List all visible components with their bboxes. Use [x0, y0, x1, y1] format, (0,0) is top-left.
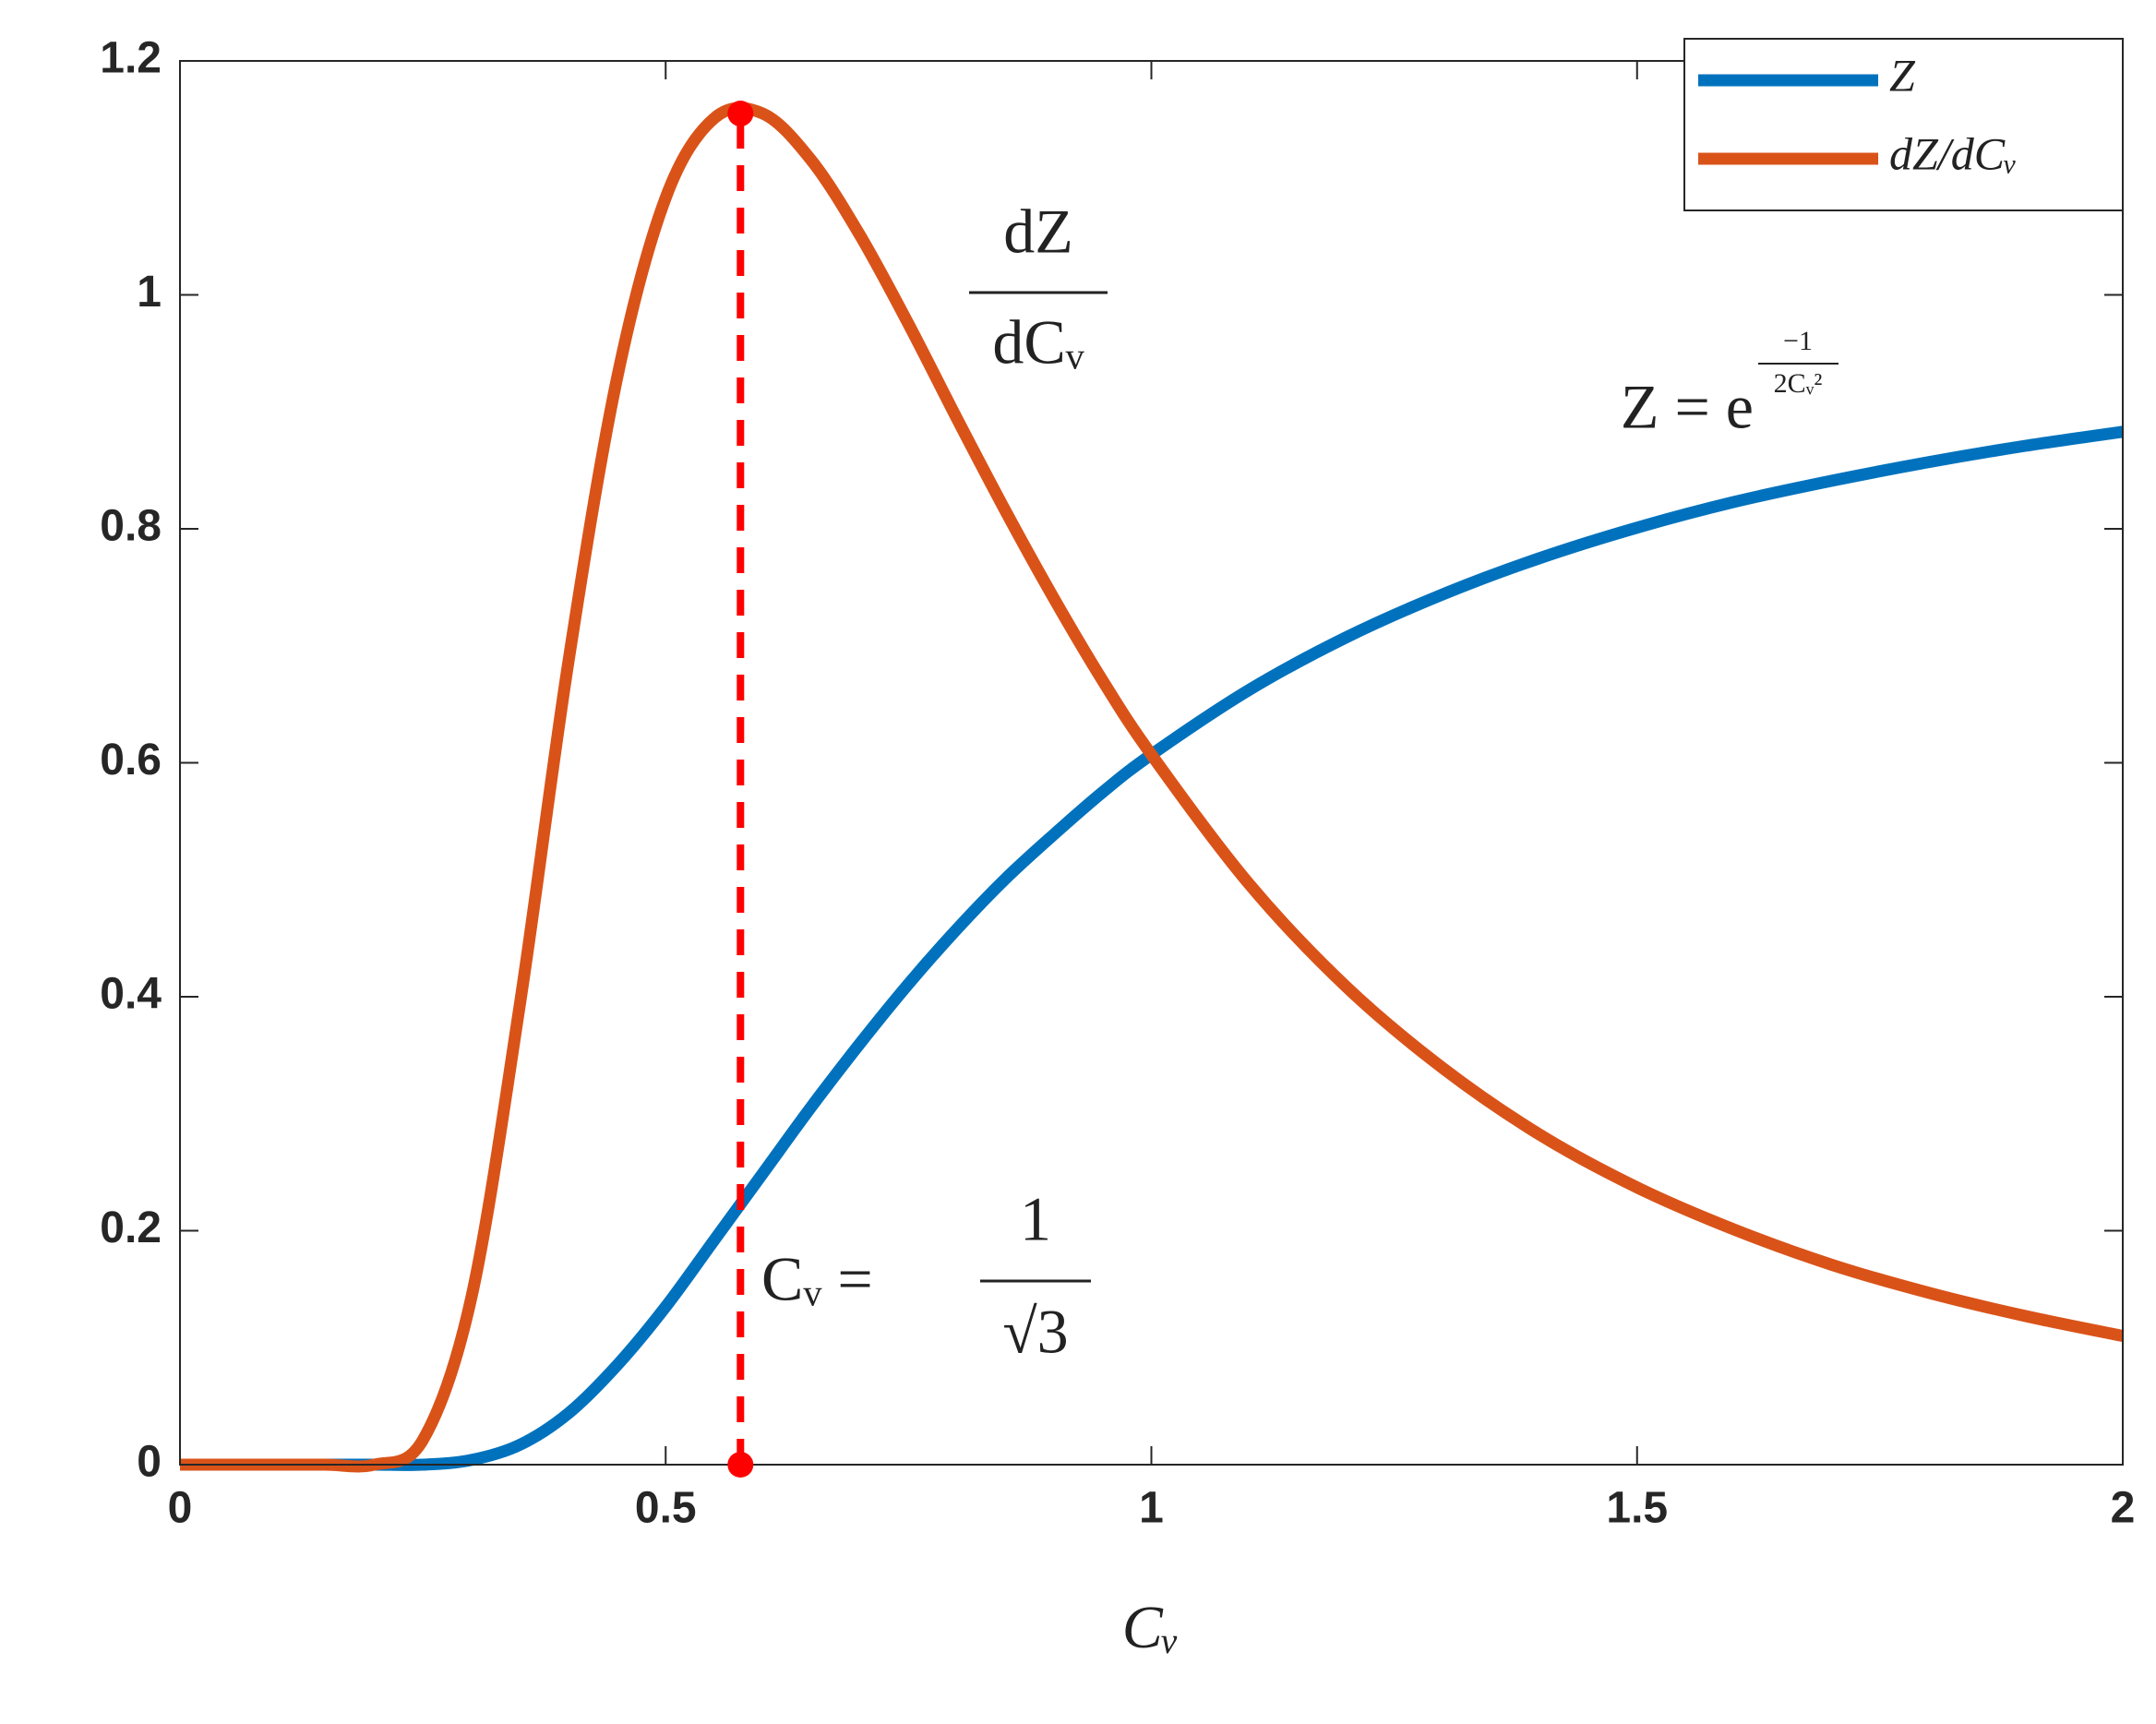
- y-tick-label: 0.8: [100, 502, 162, 551]
- z-formula-exp-denominator: 2Cᵥ²: [1774, 368, 1823, 399]
- y-tick-label: 1: [137, 268, 162, 317]
- legend-label: dZ/dCᵥ: [1889, 127, 2018, 179]
- x-axis-label: Cᵥ: [1122, 1594, 1180, 1661]
- y-tick-label: 1.2: [100, 34, 162, 83]
- x-tick-label: 2: [2111, 1484, 2136, 1533]
- z-formula-base: Z = e: [1621, 372, 1754, 442]
- y-tick-label: 0.4: [100, 970, 162, 1019]
- legend-box: [1683, 38, 2124, 211]
- z-formula-exp-numerator: −1: [1783, 326, 1813, 356]
- derivative-label-numerator: dZ: [1003, 197, 1073, 267]
- cv-label-lhs: Cᵥ =: [761, 1244, 873, 1314]
- y-tick-label: 0.6: [100, 736, 162, 784]
- derivative-label-denominator: dCᵥ: [992, 307, 1084, 377]
- y-tick-label: 0: [137, 1438, 162, 1487]
- legend-label: Z: [1889, 49, 1916, 101]
- x-tick-label: 1: [1139, 1484, 1164, 1533]
- y-tick-label: 0.2: [100, 1203, 162, 1252]
- reference-point: [727, 1452, 754, 1478]
- x-tick-label: 0.5: [635, 1484, 697, 1533]
- cv-label-numerator: 1: [1020, 1184, 1051, 1254]
- series-line: [180, 102, 2125, 1473]
- reference-point: [727, 101, 754, 127]
- x-tick-label: 0: [168, 1484, 193, 1533]
- series-line: [180, 425, 2124, 1471]
- x-tick-label: 1.5: [1606, 1484, 1668, 1533]
- cv-label-denominator: √3: [1002, 1297, 1068, 1367]
- axes-box: [179, 60, 2124, 1466]
